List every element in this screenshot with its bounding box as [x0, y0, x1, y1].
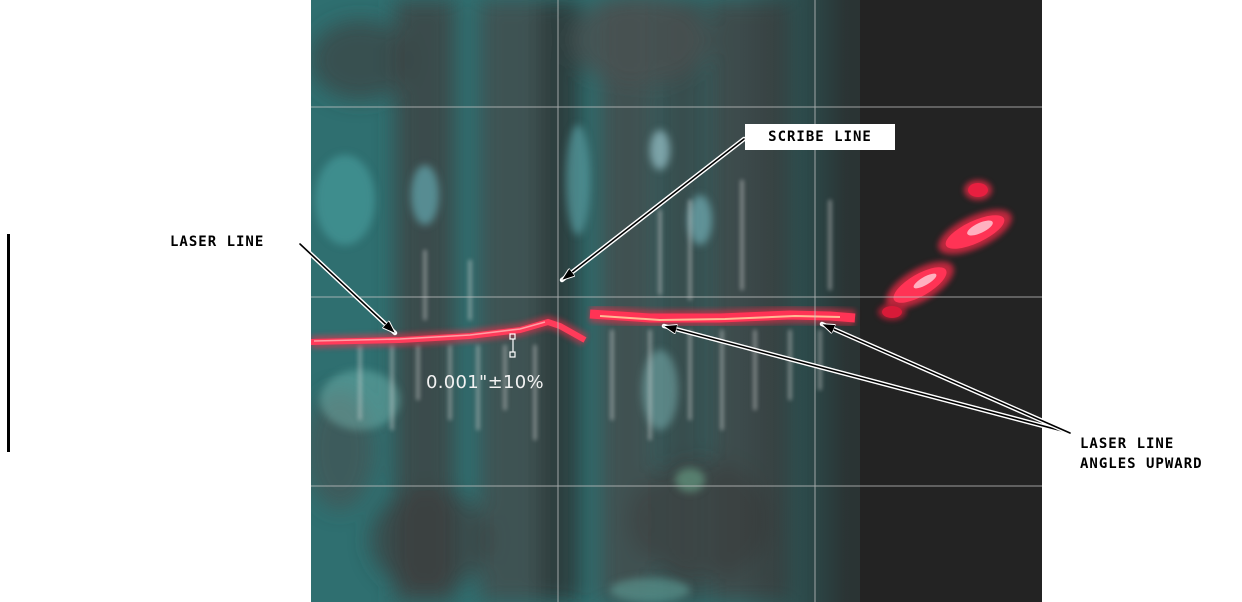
laser-angles-label: LASER LINE ANGLES UPWARD [1080, 434, 1203, 474]
measurement-label: 0.001"±10% [426, 372, 544, 393]
laser-line-label: LASER LINE [170, 232, 264, 252]
microscope-image [305, 0, 1042, 602]
scribe-line-label: SCRIBE LINE [745, 124, 895, 150]
laser-angles-label-line1: LASER LINE [1080, 434, 1203, 454]
laser-angles-label-line2: ANGLES UPWARD [1080, 454, 1203, 474]
side-bar [7, 234, 10, 452]
